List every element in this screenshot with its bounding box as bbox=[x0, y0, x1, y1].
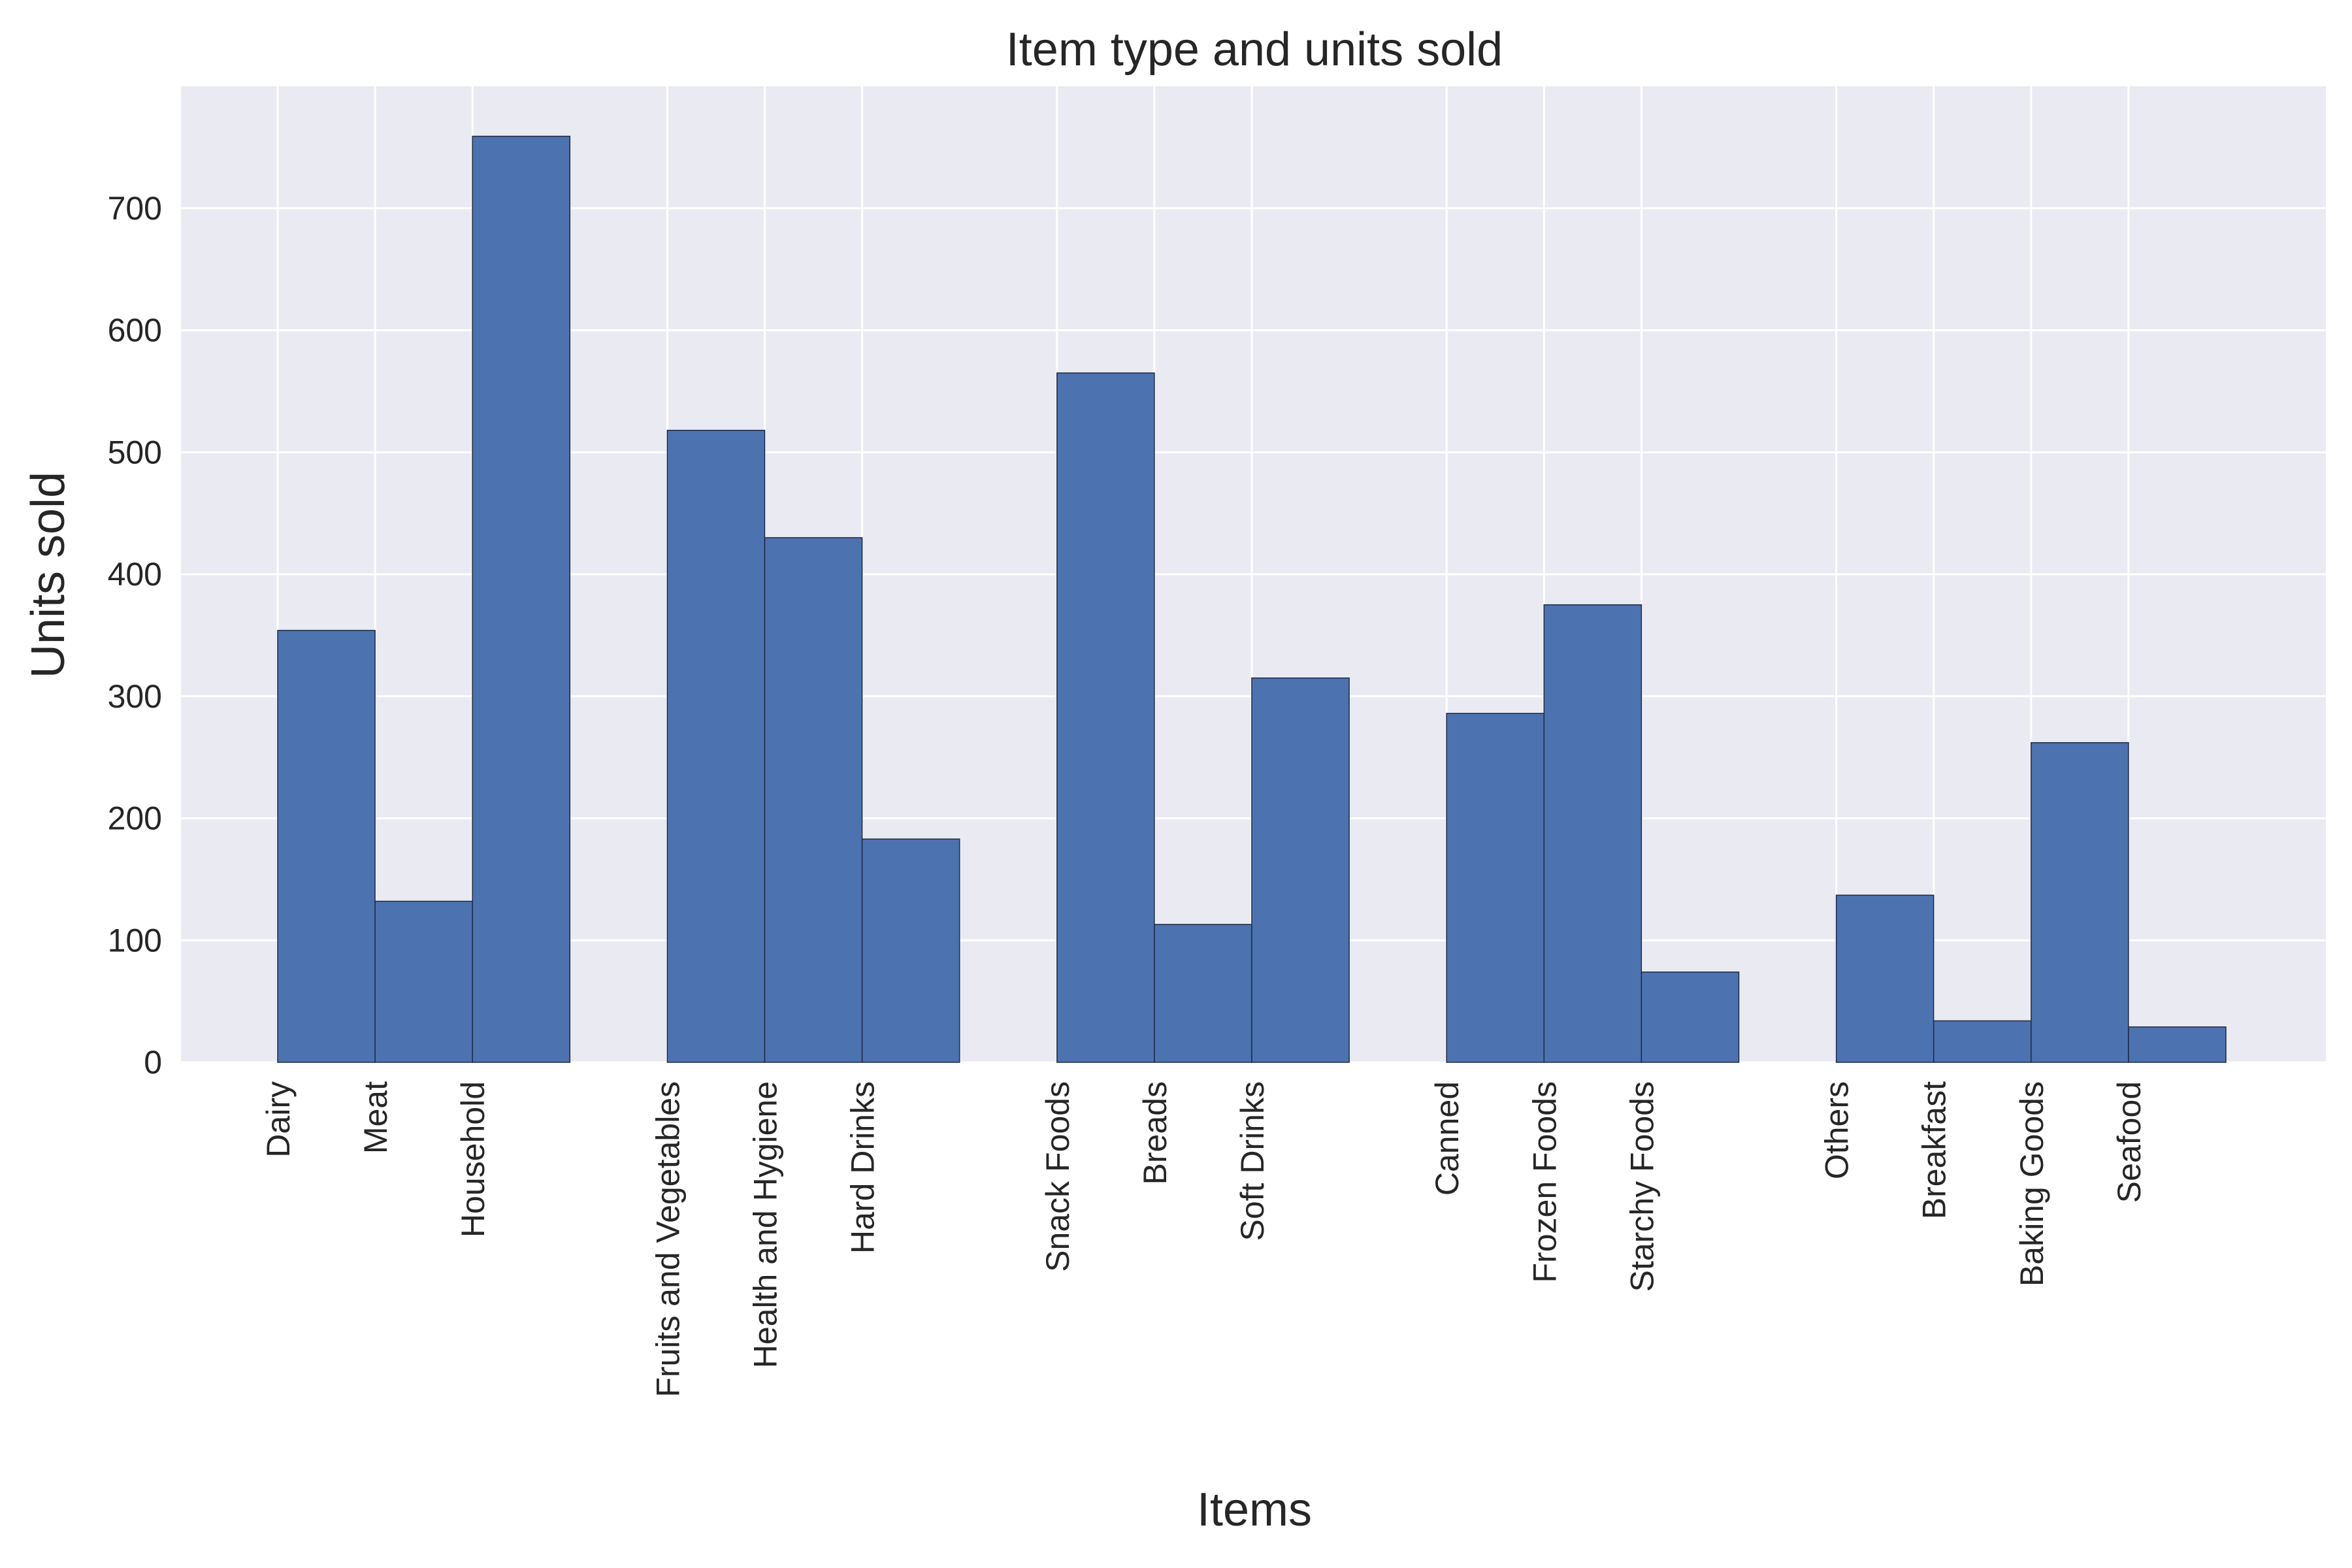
x-tick-label: Meat bbox=[357, 1081, 394, 1154]
x-tick-label: Household bbox=[455, 1081, 491, 1237]
x-tick-label: Health and Hygiene bbox=[747, 1081, 784, 1368]
x-tick-label: Fruits and Vegetables bbox=[649, 1081, 686, 1397]
y-axis-ticks: 0 100 200 300 400 500 600 700 bbox=[108, 190, 162, 1081]
y-tick-label: 300 bbox=[108, 678, 162, 715]
y-tick-label: 400 bbox=[108, 556, 162, 593]
y-tick-label: 100 bbox=[108, 922, 162, 958]
x-tick-label: Seafood bbox=[2111, 1081, 2148, 1203]
bar bbox=[472, 135, 571, 1063]
y-axis-title: Units sold bbox=[22, 472, 74, 678]
x-axis-title: Items bbox=[1197, 1484, 1312, 1536]
y-tick-label: 0 bbox=[144, 1044, 162, 1081]
chart-title: Item type and units sold bbox=[1006, 24, 1503, 76]
bar bbox=[277, 630, 376, 1063]
x-tick-label: Canned bbox=[1429, 1081, 1465, 1196]
x-tick-label: Frozen Foods bbox=[1526, 1081, 1563, 1282]
bar bbox=[861, 838, 960, 1063]
x-tick-label: Dairy bbox=[260, 1081, 297, 1158]
x-tick-label: Baking Goods bbox=[2014, 1081, 2050, 1286]
x-tick-label: Others bbox=[1819, 1081, 1855, 1179]
bar bbox=[764, 537, 863, 1063]
bar bbox=[1933, 1020, 2032, 1063]
x-tick-label: Soft Drinks bbox=[1234, 1081, 1271, 1241]
bar bbox=[2031, 742, 2129, 1063]
y-tick-label: 500 bbox=[108, 434, 162, 470]
x-tick-label: Snack Foods bbox=[1039, 1081, 1076, 1272]
x-tick-label: Hard Drinks bbox=[845, 1081, 881, 1254]
y-tick-label: 700 bbox=[108, 190, 162, 227]
x-tick-label: Breads bbox=[1137, 1081, 1173, 1184]
bar bbox=[1154, 924, 1252, 1063]
x-tick-label: Starchy Foods bbox=[1624, 1081, 1660, 1292]
bar bbox=[1446, 713, 1545, 1063]
y-tick-label: 200 bbox=[108, 800, 162, 837]
y-tick-label: 600 bbox=[108, 312, 162, 349]
bar bbox=[666, 429, 766, 1063]
bars bbox=[277, 135, 2227, 1063]
bar bbox=[1543, 604, 1642, 1063]
bar bbox=[1641, 972, 1740, 1063]
bar bbox=[374, 900, 473, 1063]
bar bbox=[1056, 372, 1155, 1063]
x-tick-label: Breakfast bbox=[1916, 1081, 1953, 1219]
bar bbox=[1835, 894, 1935, 1063]
x-axis-ticks: Dairy Meat Household Fruits and Vegetables H… bbox=[260, 1081, 2148, 1397]
bar bbox=[1251, 677, 1350, 1063]
bar bbox=[2128, 1026, 2227, 1063]
